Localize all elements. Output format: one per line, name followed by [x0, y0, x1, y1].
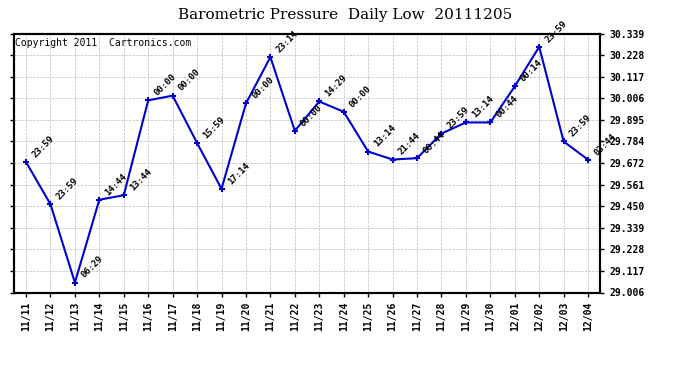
Text: 23:14: 23:14 [275, 29, 300, 54]
Text: 13:14: 13:14 [373, 123, 397, 149]
Text: 23:59: 23:59 [30, 134, 56, 159]
Text: 21:44: 21:44 [397, 131, 422, 157]
Text: 00:00: 00:00 [250, 75, 275, 100]
Text: 00:00: 00:00 [152, 72, 178, 98]
Text: 03:44: 03:44 [592, 132, 618, 157]
Text: 13:44: 13:44 [128, 167, 153, 192]
Text: 23:59: 23:59 [446, 105, 471, 131]
Text: Copyright 2011  Cartronics.com: Copyright 2011 Cartronics.com [15, 38, 191, 48]
Text: 00:00: 00:00 [299, 103, 324, 128]
Text: 00:00: 00:00 [348, 84, 373, 109]
Text: 17:14: 17:14 [226, 161, 251, 186]
Text: 15:59: 15:59 [201, 115, 226, 140]
Text: 23:59: 23:59 [55, 176, 80, 201]
Text: 00:00: 00:00 [177, 68, 202, 93]
Text: 00:44: 00:44 [495, 94, 520, 120]
Text: 23:59: 23:59 [568, 113, 593, 139]
Text: 14:29: 14:29 [324, 74, 349, 99]
Text: 13:14: 13:14 [470, 94, 495, 120]
Text: Barometric Pressure  Daily Low  20111205: Barometric Pressure Daily Low 20111205 [178, 8, 512, 21]
Text: 14:44: 14:44 [104, 172, 129, 197]
Text: 23:59: 23:59 [543, 19, 569, 44]
Text: 06:29: 06:29 [79, 255, 104, 280]
Text: 00:44: 00:44 [421, 130, 446, 155]
Text: 00:14: 00:14 [519, 58, 544, 84]
